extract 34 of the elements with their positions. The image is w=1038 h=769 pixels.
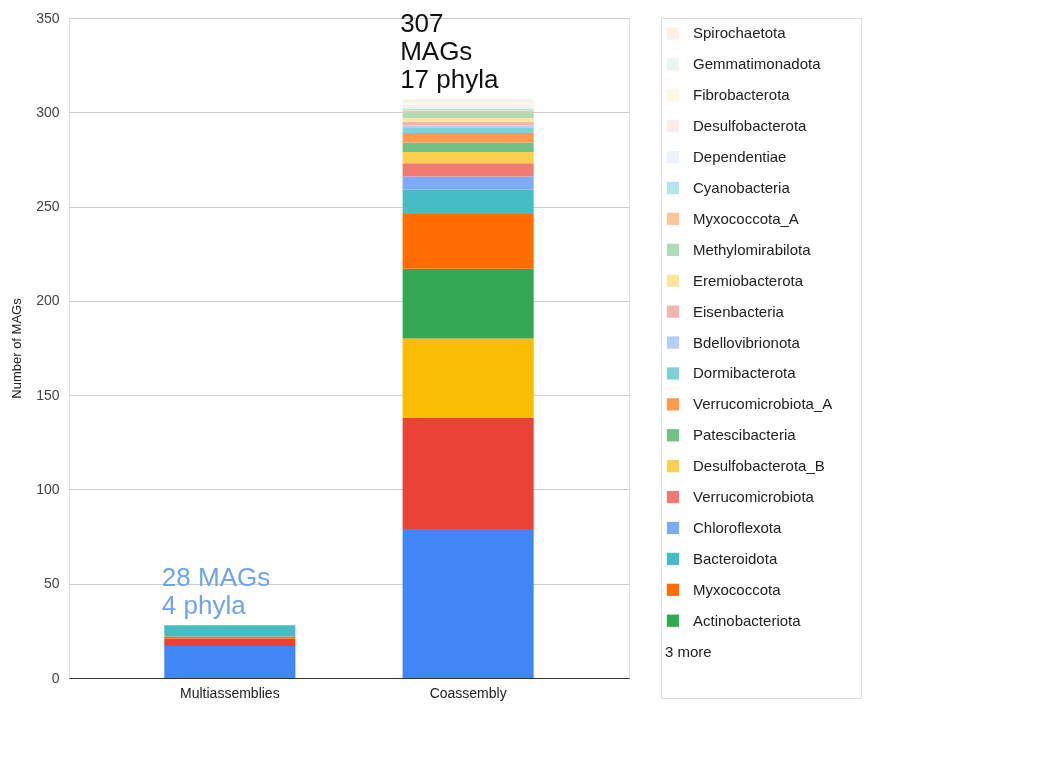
legend-label: Myxococcota_A xyxy=(693,209,799,227)
legend-label: Verrucomicrobiota_A xyxy=(693,395,833,413)
legend-label: Dependentiae xyxy=(693,148,787,166)
legend-label: Gemmatimonadota xyxy=(693,55,822,73)
y-tick-label: 300 xyxy=(36,103,60,120)
annotation: 307 MAGs 17 phyla xyxy=(400,8,499,95)
legend-label: Verrucomicrobiota xyxy=(693,488,815,506)
y-tick-label: 150 xyxy=(36,386,60,403)
y-tick-label: 200 xyxy=(36,292,60,309)
y-tick-label: 50 xyxy=(43,575,60,592)
y-tick-label: 0 xyxy=(51,669,60,686)
legend-label: Desulfobacterota xyxy=(693,117,808,135)
legend-label: Chloroflexota xyxy=(693,519,783,536)
legend-label: Eremiobacterota xyxy=(693,271,804,289)
legend-label: Methylomirabilota xyxy=(693,240,812,258)
text: 3 more xyxy=(665,642,712,660)
legend-label: Myxococcota xyxy=(693,580,782,598)
legend-label: Dormibacterota xyxy=(693,364,797,382)
legend-label: Spirochaetota xyxy=(693,24,787,42)
y-tick-label: 100 xyxy=(36,480,60,497)
legend-label: Desulfobacterota_B xyxy=(693,457,825,475)
x-tick-label: Multiassemblies xyxy=(180,684,280,701)
legend-label: Cyanobacteria xyxy=(693,179,791,196)
y-tick-label: 250 xyxy=(36,198,60,215)
y-tick-label: 350 xyxy=(36,9,60,26)
legend-label: Bacteroidota xyxy=(693,549,778,567)
legend-label: Patescibacteria xyxy=(693,426,797,444)
legend-label: Eisenbacteria xyxy=(693,302,785,320)
annotation: 28 MAGs 4 phyla xyxy=(161,562,271,621)
x-tick-label: Coassembly xyxy=(429,684,507,701)
legend-label: Bdellovibrionota xyxy=(693,333,801,351)
y-axis-title: Number of MAGs xyxy=(9,297,25,399)
legend-label: Actinobacteriota xyxy=(693,611,802,629)
legend-label: Fibrobacterota xyxy=(693,86,791,104)
